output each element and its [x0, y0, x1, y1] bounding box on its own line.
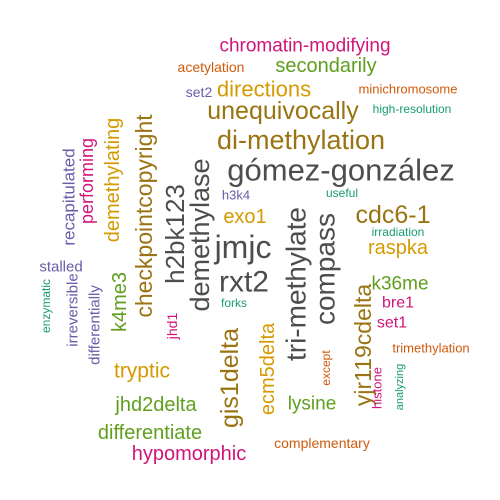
word-set2: set2 [186, 84, 213, 100]
word-irreversible: irreversible [65, 273, 82, 346]
word-checkpointcopyright: checkpointcopyright [131, 114, 157, 318]
word-di-methylation: di-methylation [217, 125, 385, 155]
word-jhd1: jhd1 [164, 313, 180, 341]
word-compass: compass [310, 213, 341, 325]
word-hypomorphic: hypomorphic [132, 443, 247, 465]
word-gomez-gonzalez: gómez-gonzález [227, 153, 454, 188]
word-histone: histone [370, 367, 385, 409]
word-performing: performing [77, 138, 97, 224]
word-demethylase: demethylase [185, 158, 215, 311]
word-unequivocally: unequivocally [207, 97, 359, 125]
word-chromatin-modifying: chromatin-modifying [219, 36, 390, 57]
word-except: except [319, 350, 333, 386]
word-minichromosome: minichromosome [359, 82, 458, 97]
word-secondarily: secondarily [275, 55, 376, 77]
word-acetylation: acetylation [178, 59, 245, 75]
word-lysine: lysine [288, 394, 337, 415]
word-tri-methylate: tri-methylate [281, 207, 312, 361]
word-raspka: raspka [368, 237, 429, 259]
word-jhd2delta: jhd2delta [114, 394, 197, 416]
word-differentiate: differentiate [98, 422, 202, 444]
word-stalled: stalled [39, 259, 82, 276]
word-yjr119cdelta: yjr119cdelta [350, 284, 376, 407]
word-exo1: exo1 [223, 206, 266, 228]
word-enzymatic: enzymatic [39, 279, 53, 333]
word-high-resolution: high-resolution [373, 102, 452, 116]
word-demethylating: demethylating [102, 118, 124, 243]
word-bre1: bre1 [382, 295, 414, 312]
word-analyzing: analyzing [394, 364, 406, 410]
word-k4me3: k4me3 [109, 272, 131, 332]
word-tryptic: tryptic [114, 360, 170, 383]
word-rxt2: rxt2 [219, 266, 269, 299]
word-useful: useful [326, 186, 358, 200]
word-irradiation: irradiation [372, 225, 425, 239]
word-gis1delta: gis1delta [216, 328, 244, 428]
word-recapitulated: recapitulated [60, 148, 79, 245]
word-h2bk123: h2bk123 [160, 184, 190, 284]
word-k36me: k36me [371, 274, 428, 295]
word-ecm5delta: ecm5delta [257, 322, 279, 415]
word-cdc6-1: cdc6-1 [355, 201, 430, 229]
word-jmjc: jmjc [214, 229, 272, 265]
word-differentially: differentially [87, 285, 104, 365]
word-h3k4: h3k4 [222, 188, 250, 203]
word-complementary: complementary [274, 435, 370, 451]
word-forks: forks [221, 296, 247, 310]
word-trimethylation: trimethylation [392, 341, 469, 356]
word-set1: set1 [377, 315, 407, 332]
word-directions: directions [217, 77, 311, 102]
